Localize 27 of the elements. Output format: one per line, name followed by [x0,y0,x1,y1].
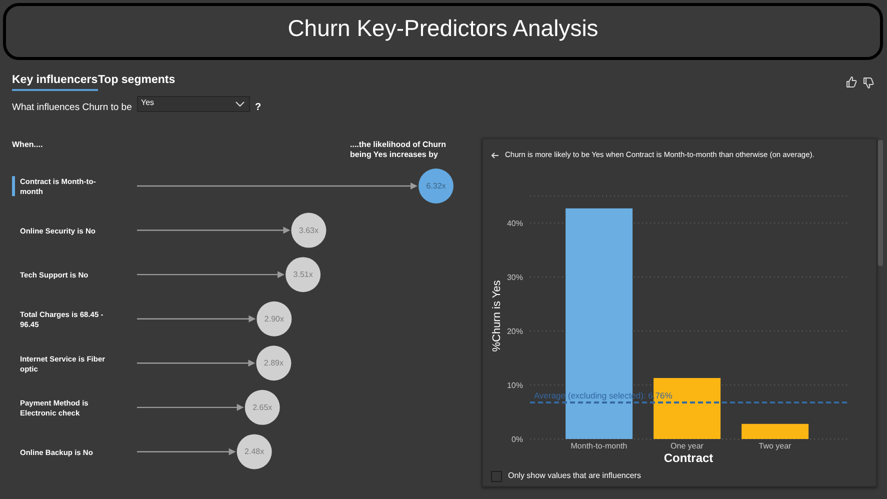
y-tick-label: 0% [511,434,523,444]
y-axis-title: %Churn is Yes [491,280,503,352]
y-tick-label: 40% [506,218,523,228]
data-label: 3.63x [298,226,319,235]
y-tick-label: 10% [506,380,523,390]
data-label: 2.89x [264,358,284,368]
y-axis-title: When.... [12,140,43,149]
x-axis-title: ....the likelihood of Churn being Yes increases by [350,140,447,160]
x-tick-label: One year [670,442,704,451]
x-tick-label: Two year [758,442,792,451]
y-tick-label: 30% [506,272,523,282]
x-axis-title: Contract [662,451,714,465]
point [244,390,280,425]
data-label: 2.90x [264,314,284,324]
data-label: 6.32x [426,182,446,190]
data-label: 2.48x [244,447,264,456]
x-tick-label: Month-to-month [570,442,628,451]
data-label: 2.65x [252,402,272,412]
dropdown: Yes [137,96,250,112]
bar [742,424,809,439]
text: Only show values that are influencers [508,471,641,480]
text: Key influencers [12,74,98,91]
text: Top segments [98,74,176,86]
text: What influences Churn to be [12,102,132,113]
data-label: 3.51x [293,270,313,280]
y-tick-label: 20% [506,326,523,336]
text: ? [255,102,262,113]
